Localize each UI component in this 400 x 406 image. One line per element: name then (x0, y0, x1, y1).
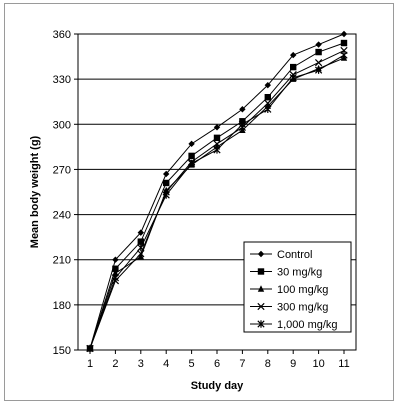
y-tick-labels: 150 180 210 240 270 300 330 360 (53, 29, 71, 357)
data-point (315, 41, 322, 48)
data-point (213, 146, 221, 154)
x-tick-label: 3 (138, 358, 144, 370)
x-tick-label: 1 (87, 358, 93, 370)
legend-marker (257, 268, 265, 275)
legend-marker (257, 302, 265, 311)
data-point (112, 256, 119, 263)
data-point (290, 51, 297, 59)
x-tick-label: 8 (265, 358, 271, 370)
data-series (86, 30, 348, 353)
data-point (314, 58, 323, 67)
y-tick-label: 270 (53, 164, 71, 176)
data-point (163, 170, 170, 178)
y-tick-label: 210 (53, 255, 71, 267)
data-point (238, 120, 247, 128)
chart-frame (4, 3, 394, 401)
legend-item: 300 mg/kg (250, 302, 328, 314)
y-tick-label: 150 (53, 345, 71, 357)
y-axis-title: Mean body weight (g) (29, 135, 41, 248)
data-point (315, 48, 322, 56)
data-point (137, 253, 144, 260)
data-point (213, 134, 221, 142)
y-tick-label: 330 (53, 74, 71, 86)
data-point (111, 274, 120, 282)
data-point (264, 105, 272, 113)
y-tick-label: 180 (53, 300, 71, 312)
data-point (163, 186, 170, 194)
data-point (213, 140, 221, 148)
data-point (137, 238, 144, 245)
x-tick-label: 4 (163, 358, 169, 370)
legend-label: 100 mg/kg (277, 284, 328, 296)
series-3 (86, 46, 348, 353)
legend-item: 100 mg/kg (250, 284, 328, 296)
x-tick-label: 11 (338, 358, 349, 370)
legend-label: 1,000 mg/kg (277, 319, 338, 331)
data-point (163, 179, 170, 187)
data-point (314, 66, 323, 74)
data-point (239, 126, 246, 134)
legend-marker (257, 285, 265, 292)
series-1 (86, 39, 348, 352)
data-point (137, 250, 145, 258)
y-tick-label: 240 (53, 210, 71, 222)
legend-marker (257, 250, 265, 258)
data-point (188, 140, 195, 148)
x-tick-label: 7 (239, 358, 245, 370)
data-point (289, 73, 297, 82)
x-tick-labels: 1 2 3 4 5 6 7 8 9 10 11 (87, 358, 350, 370)
data-point (264, 81, 271, 89)
data-point (340, 30, 348, 38)
data-point (162, 191, 170, 199)
data-point (340, 39, 348, 47)
data-point (112, 265, 119, 272)
series-0 (86, 30, 348, 352)
data-point (86, 344, 94, 353)
legend-item: Control (250, 249, 312, 261)
data-point (264, 94, 271, 101)
data-point (137, 243, 145, 252)
legend-label: 30 mg/kg (277, 267, 322, 279)
y-tick-label: 300 (53, 119, 71, 131)
legend-label: 300 mg/kg (277, 302, 328, 314)
x-tick-label: 9 (290, 358, 296, 370)
x-tick-label: 6 (214, 358, 220, 370)
series-4 (86, 51, 348, 353)
x-axis-title: Study day (191, 380, 244, 392)
x-tick-label: 10 (312, 358, 324, 370)
data-point (137, 229, 144, 236)
legend-label: Control (277, 249, 312, 261)
legend-marker (257, 320, 265, 328)
data-point (213, 124, 221, 131)
x-tick-label: 5 (189, 358, 195, 370)
data-point (239, 106, 246, 113)
data-point (188, 152, 195, 160)
x-tick-label: 2 (112, 358, 118, 370)
y-tick-label: 360 (53, 29, 71, 41)
data-point (112, 269, 119, 276)
data-point (187, 159, 196, 168)
legend-item: 1,000 mg/kg (250, 319, 338, 331)
legend: Control 30 mg/kg 100 mg/kg 300 mg/kg 1,000 m… (243, 241, 352, 333)
data-point (340, 51, 348, 59)
data-point (264, 99, 272, 107)
legend-item: 30 mg/kg (250, 267, 322, 279)
data-point (290, 63, 297, 71)
